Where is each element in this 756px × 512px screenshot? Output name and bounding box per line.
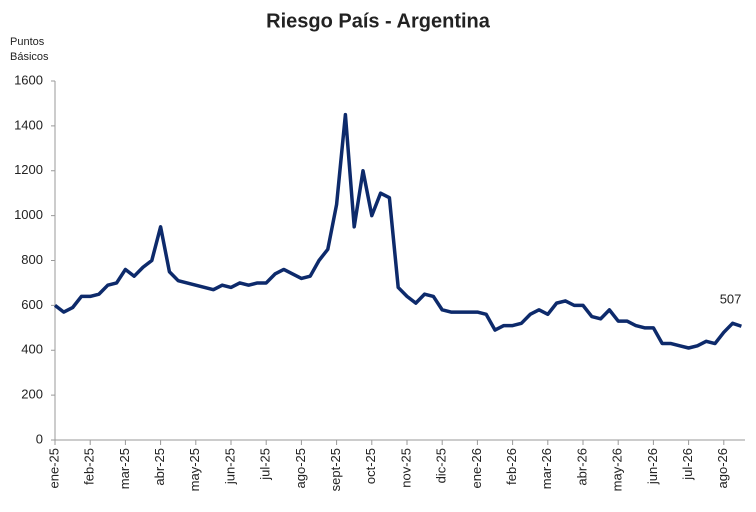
x-tick-label: jul-26 (680, 448, 695, 481)
x-tick-label: jun-25 (222, 448, 237, 485)
y-tick-label: 1600 (14, 72, 43, 87)
x-tick-label: sept-25 (328, 448, 343, 491)
x-tick-label: abr-26 (574, 448, 589, 486)
data-label: 507 (720, 292, 742, 307)
y-tick-label: 400 (21, 342, 43, 357)
chart-title: Riesgo País - Argentina (266, 10, 491, 32)
x-tick-label: ene-25 (46, 448, 61, 488)
y-tick-label: 1000 (14, 207, 43, 222)
x-tick-label: jun-26 (645, 448, 660, 485)
y-tick-label: 1200 (14, 162, 43, 177)
x-tick-label: dic-25 (434, 448, 449, 483)
x-tick-label: may-25 (187, 448, 202, 491)
x-tick-label: jul-25 (258, 448, 273, 481)
x-tick-label: mar-26 (539, 448, 554, 489)
x-tick-label: nov-25 (398, 448, 413, 488)
line (53, 112, 742, 350)
x-tick-label: oct-25 (363, 448, 378, 484)
x-tick-label: mar-25 (117, 448, 132, 489)
x-tick-label: ene-26 (469, 448, 484, 488)
y-tick-label: 0 (36, 431, 43, 446)
x-tick-label: feb-26 (504, 448, 519, 485)
x-tick-label: ago-25 (293, 448, 308, 488)
y-tick-label: 600 (21, 297, 43, 312)
y-axis-title: Puntos (10, 36, 45, 48)
x-tick-label: ago-26 (715, 448, 730, 488)
y-tick-label: 200 (21, 387, 43, 402)
y-axis-title: Básicos (10, 51, 49, 63)
x-tick-label: may-26 (610, 448, 625, 491)
y-tick-label: 1400 (14, 117, 43, 132)
x-tick-label: abr-25 (152, 448, 167, 486)
x-tick-label: feb-25 (82, 448, 97, 485)
y-tick-label: 800 (21, 252, 43, 267)
